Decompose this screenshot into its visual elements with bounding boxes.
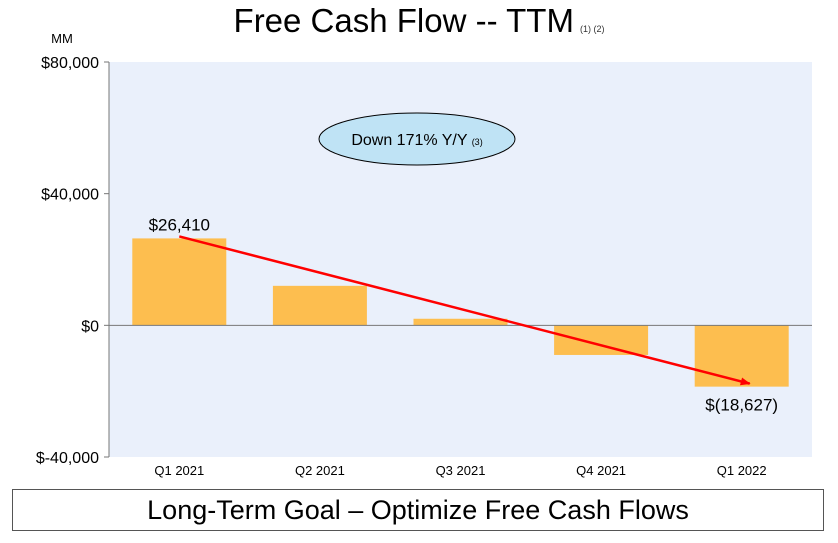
x-tick-label: Q4 2021 (576, 463, 626, 478)
bar-q3-2021 (413, 318, 508, 326)
long-term-goal-banner: Long-Term Goal – Optimize Free Cash Flow… (12, 489, 824, 531)
y-tick-label: $-40,000 (36, 450, 99, 467)
x-tick-label: Q2 2021 (295, 463, 345, 478)
annotation-text: Down 171% Y/Y (3) (351, 132, 482, 149)
x-tick-label: Q3 2021 (436, 463, 486, 478)
bar-q2-2021 (272, 285, 367, 326)
trend-arrow (178, 235, 751, 386)
bar-q1-2021 (132, 238, 227, 326)
y-axis-unit-label: MM (51, 31, 73, 46)
chart-title: Free Cash Flow -- TTM (233, 2, 574, 39)
bar-q1-2022 (694, 325, 789, 387)
y-tick-label: $40,000 (41, 187, 99, 204)
chart-title-row: Free Cash Flow -- TTM (1) (2) (0, 2, 838, 40)
annotation-ellipse (318, 112, 516, 166)
chart-title-footnote: (1) (2) (579, 24, 605, 34)
bar-q4-2021 (554, 325, 649, 355)
y-tick-label: $80,000 (41, 55, 99, 72)
x-tick-label: Q1 2021 (154, 463, 204, 478)
data-label: $26,410 (149, 215, 210, 234)
free-cash-flow-chart: $-40,000 $0 $40,000 $80,000 Q1 2021 Q2 2021 Q… (36, 31, 812, 478)
x-tick-label: Q1 2022 (717, 463, 767, 478)
y-tick-label: $0 (81, 318, 99, 335)
data-label: $(18,627) (705, 396, 778, 415)
